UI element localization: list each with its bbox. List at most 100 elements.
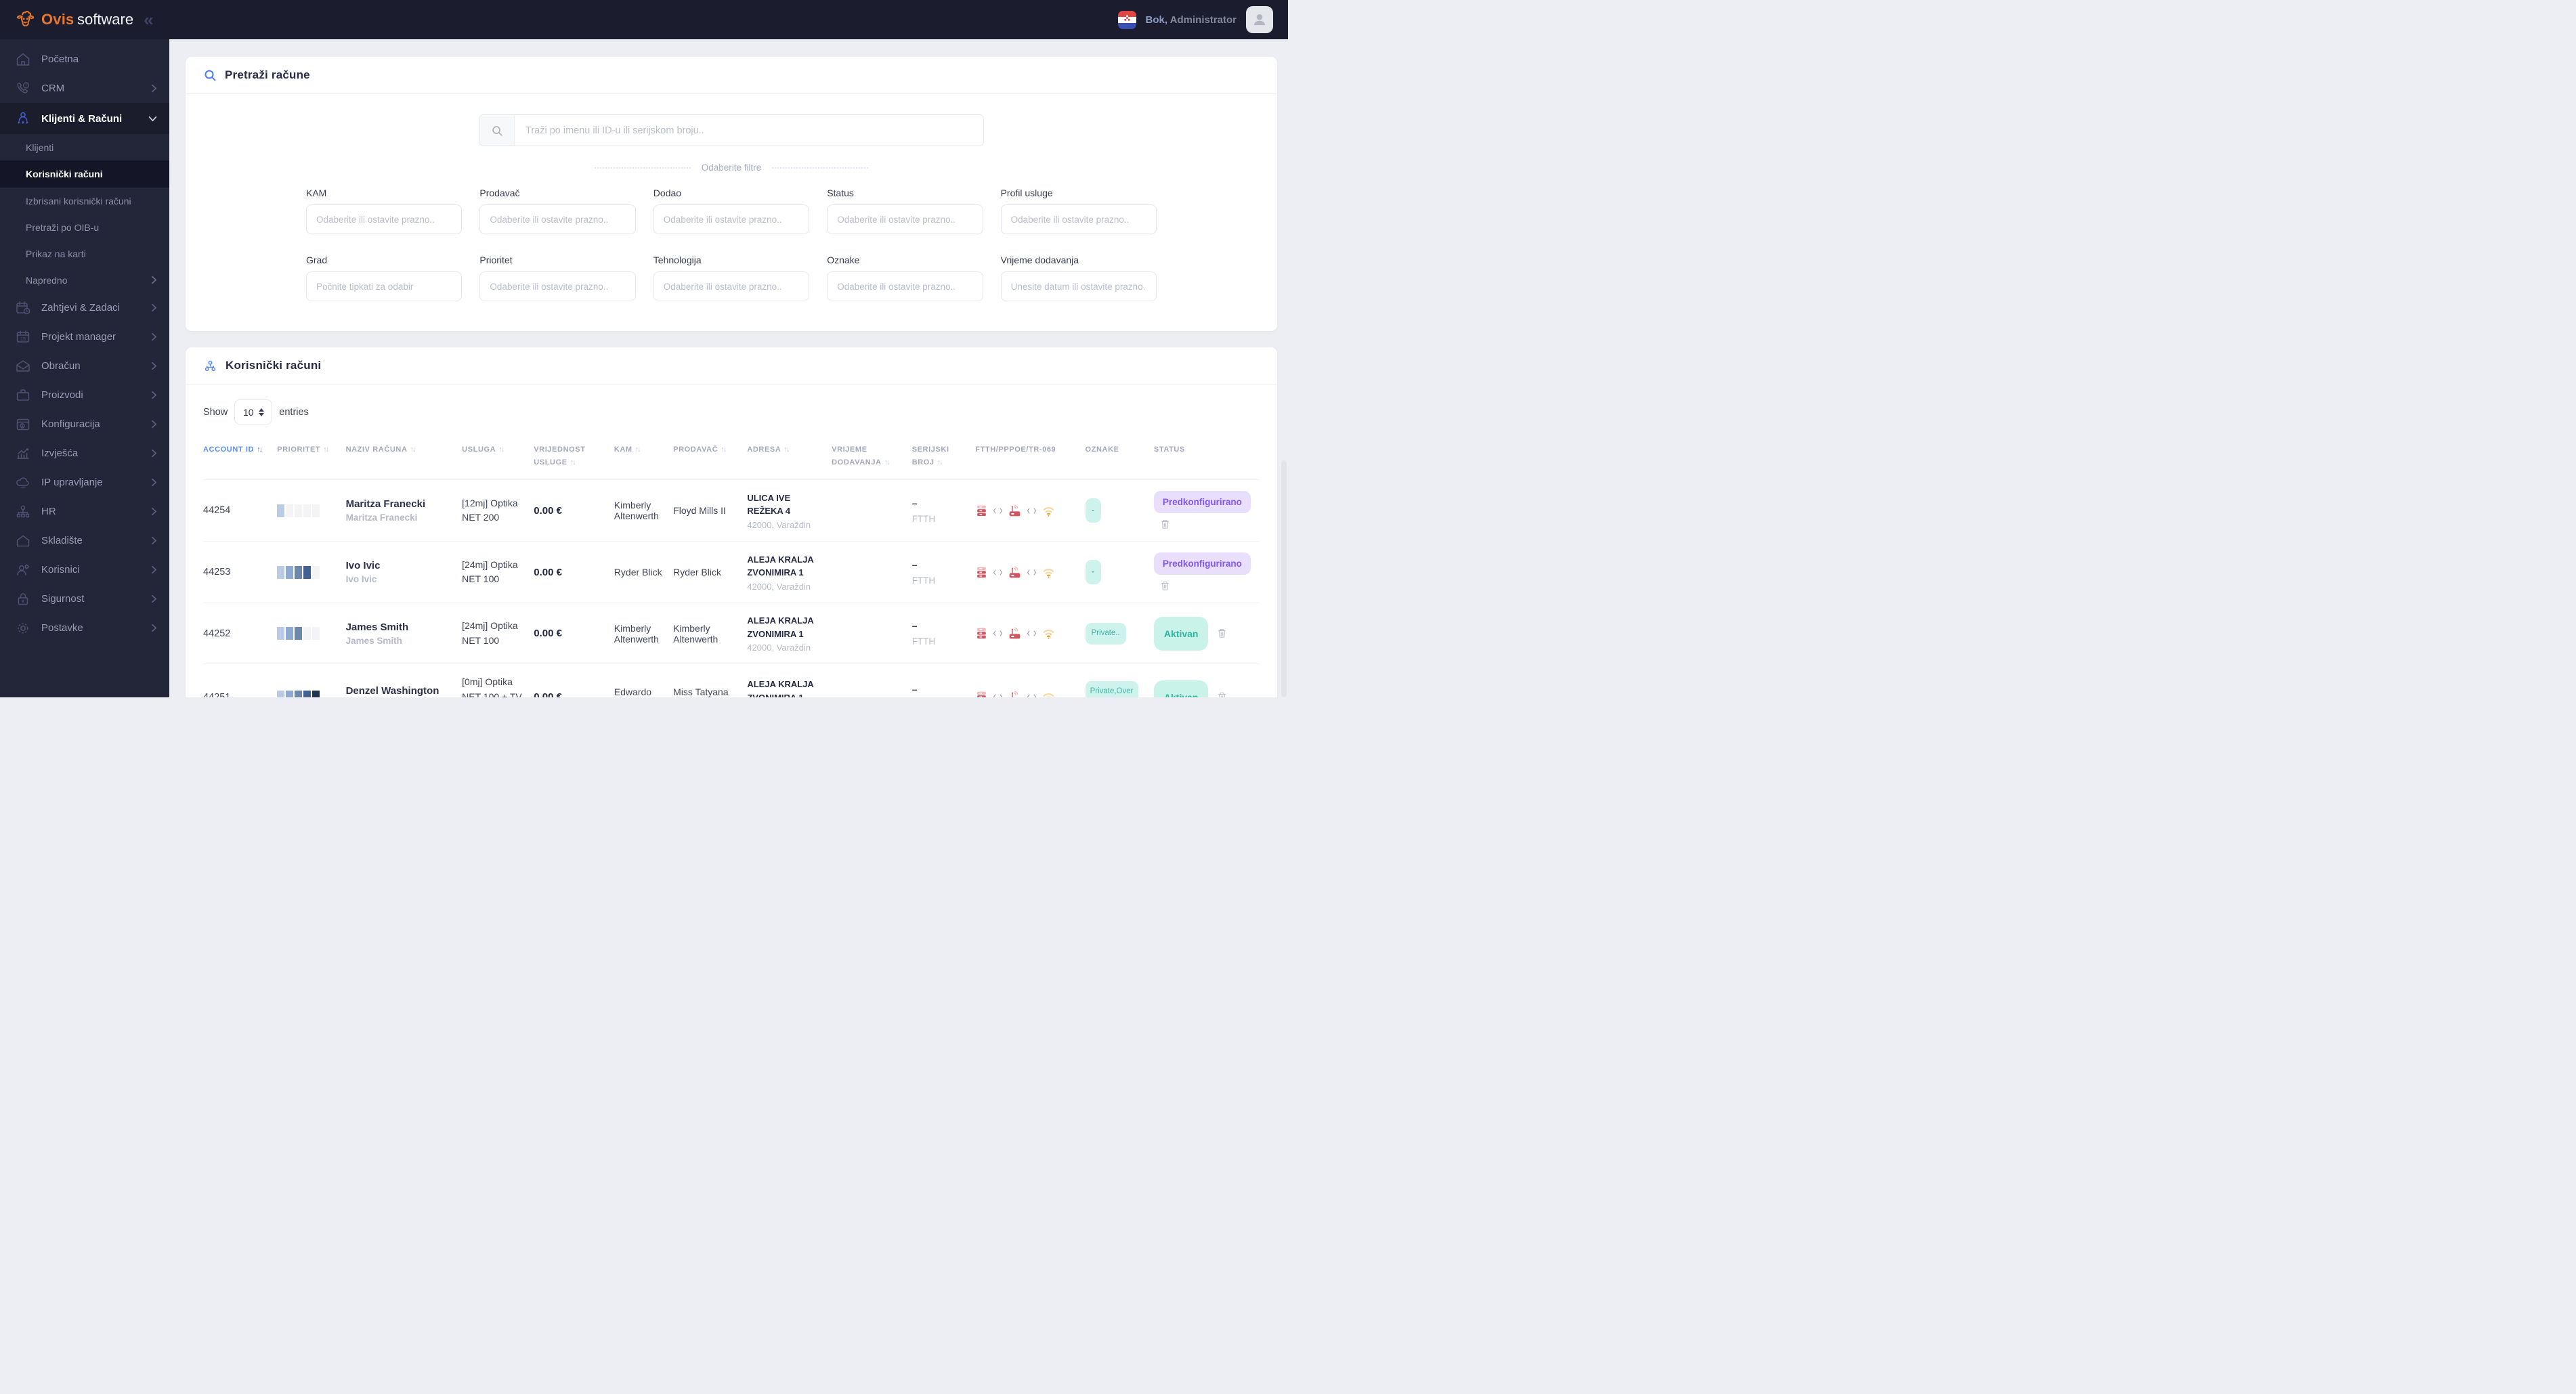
olt-icon[interactable]	[975, 504, 988, 517]
wifi-icon[interactable]	[1042, 504, 1056, 518]
filter-tehnologija-input[interactable]	[653, 271, 810, 301]
brand-logo[interactable]: Ovis software «	[15, 9, 154, 30]
account-name[interactable]: James Smith	[345, 621, 409, 633]
table-scrollbar[interactable]	[1281, 460, 1287, 697]
search-card-title: Pretraži račune	[225, 68, 310, 81]
filter-prodavac-input[interactable]	[479, 204, 636, 234]
filter-vrijeme-dodavanja-input[interactable]	[1000, 271, 1157, 301]
table-row[interactable]: 44253 Ivo Ivic Ivo Ivic [24mj] Optika NE…	[203, 541, 1260, 603]
table-row[interactable]: 44252 James Smith James Smith [24mj] Opt…	[203, 603, 1260, 664]
filter-oznake-input[interactable]	[827, 271, 983, 301]
filter-profil-usluge-input[interactable]	[1000, 204, 1157, 234]
cell-account-id: 44251	[203, 691, 231, 697]
sidebar-item-zahtjevi-zadaci[interactable]: Zahtjevi & Zadaci	[0, 293, 169, 322]
filter-prioritet-input[interactable]	[479, 271, 636, 301]
search-card-header: Pretraži račune	[186, 57, 1277, 94]
chevron-right-icon	[151, 565, 157, 574]
account-subname: Ivo Ivic	[345, 574, 377, 585]
col-prodavac[interactable]: PRODAVAČ ↑↓	[673, 445, 727, 454]
sidebar-item-napredno[interactable]: Napredno	[0, 267, 169, 293]
cell-kam: Kimberly Altenwerth	[614, 500, 659, 522]
sidebar-item-pocetna[interactable]: Početna	[0, 45, 169, 74]
sidebar-item-pretrazi-po-oib-u[interactable]: Pretraži po OIB-u	[26, 221, 100, 233]
wifi-icon[interactable]	[1042, 690, 1056, 697]
sidebar-item-postavke[interactable]: Postavke	[0, 613, 169, 642]
sort-icon: ↑↓	[884, 458, 890, 466]
sidebar-item-skladiste[interactable]: Skladište	[0, 526, 169, 555]
filter-status-input[interactable]	[827, 204, 983, 234]
router-icon[interactable]	[1008, 504, 1022, 518]
trash-icon[interactable]	[1159, 580, 1171, 592]
link-arrows-icon	[1027, 569, 1037, 575]
cell-service: [0mj] Optika NET 100 + TV + TEL	[462, 676, 522, 697]
sidebar-item-izbrisani-korisnicki-racuni[interactable]: Izbrisani korisnički računi	[26, 195, 131, 206]
sidebar-item-korisnicki-racuni[interactable]: Korisnički računi	[0, 160, 169, 188]
filter-grad-input[interactable]	[306, 271, 463, 301]
router-icon[interactable]	[1008, 626, 1022, 640]
account-name[interactable]: Denzel Washington	[345, 684, 439, 697]
olt-icon[interactable]	[975, 691, 988, 697]
sidebar-item-proizvodi[interactable]: Proizvodi	[0, 380, 169, 410]
table-row[interactable]: 44251 Denzel Washington Nels Hill [0mj] …	[203, 663, 1260, 697]
cloud-icon	[16, 477, 29, 487]
router-icon[interactable]	[1008, 565, 1022, 580]
sidebar-item-konfiguracija[interactable]: Konfiguracija	[0, 410, 169, 439]
col-prioritet[interactable]: PRIORITET ↑↓	[277, 445, 329, 454]
filter-label: Vrijeme dodavanja	[1000, 255, 1079, 265]
col-vrijednost-usluge[interactable]: VRIJEDNOST USLUGE ↑↓	[534, 445, 586, 466]
filter-kam-input[interactable]	[306, 204, 463, 234]
sidebar-item-sigurnost[interactable]: Sigurnost	[0, 584, 169, 613]
col-vrijeme-dodavanja[interactable]: VRIJEME DODAVANJA ↑↓	[832, 445, 890, 466]
col-usluga[interactable]: USLUGA ↑↓	[462, 445, 505, 454]
page-size-row: Show 10 entries	[203, 399, 1260, 424]
page-size-select[interactable]: 10	[234, 399, 273, 424]
entries-label: entries	[279, 406, 309, 418]
tag-badge: Private,Over $1..	[1085, 680, 1138, 697]
filters-divider-label: Odaberite filtre	[701, 162, 762, 173]
cell-account-id: 44254	[203, 505, 231, 517]
wifi-icon[interactable]	[1042, 626, 1056, 640]
avatar[interactable]	[1246, 6, 1273, 33]
filter-label: Profil usluge	[1000, 188, 1053, 198]
sidebar-item-izvjesca[interactable]: Izvješća	[0, 439, 169, 468]
filters-grid: KAM Prodavač Dodao Status Profil usluge	[306, 188, 1157, 331]
tag-badge: -	[1085, 498, 1101, 523]
col-adresa[interactable]: ADRESA ↑↓	[747, 445, 790, 454]
sidebar-item-obracun[interactable]: Obračun	[0, 351, 169, 380]
col-serijski-broj[interactable]: SERIJSKI BROJ ↑↓	[911, 445, 949, 466]
home-icon	[16, 53, 30, 66]
link-arrows-icon	[993, 569, 1003, 575]
trash-icon[interactable]	[1216, 628, 1228, 639]
cell-value: 0.00 €	[534, 628, 562, 640]
col-naziv-racuna[interactable]: NAZIV RAČUNA ↑↓	[345, 445, 416, 454]
sidebar-item-ip-upravljanje[interactable]: IP upravljanje	[0, 468, 169, 497]
sidebar-item-korisnici[interactable]: Korisnici	[0, 555, 169, 584]
sidebar-item-klijenti[interactable]: Klijenti	[26, 141, 54, 153]
account-name[interactable]: Ivo Ivic	[345, 560, 381, 572]
filter-label: Prodavač	[479, 188, 520, 198]
sort-icon: ↑↓	[257, 445, 263, 454]
wifi-icon[interactable]	[1042, 565, 1056, 580]
olt-icon[interactable]	[975, 627, 988, 640]
sidebar-item-crm[interactable]: CRM	[0, 74, 169, 103]
brand-ovis: Ovis	[41, 11, 74, 28]
search-input[interactable]	[515, 115, 983, 146]
trash-icon[interactable]	[1159, 519, 1171, 530]
col-kam[interactable]: KAM ↑↓	[614, 445, 641, 454]
col-account-id[interactable]: ACCOUNT ID ↑↓	[203, 445, 263, 454]
filter-label: Oznake	[827, 255, 860, 265]
croatia-flag-icon[interactable]	[1117, 10, 1136, 29]
sidebar-collapse-icon[interactable]: «	[144, 9, 154, 30]
cell-tech: FTTH	[911, 575, 936, 586]
filter-dodao-input[interactable]	[653, 204, 810, 234]
olt-icon[interactable]	[975, 566, 988, 579]
app-root: Ovis software « Bok, Administrator Počet…	[0, 0, 1288, 697]
sidebar-item-klijenti-racuni[interactable]: Klijenti & Računi	[0, 103, 169, 134]
sidebar-item-projekt-manager[interactable]: Projekt manager	[0, 322, 169, 351]
router-icon[interactable]	[1008, 690, 1022, 697]
account-name[interactable]: Maritza Franecki	[345, 498, 426, 510]
sidebar-item-hr[interactable]: HR	[0, 497, 169, 526]
table-row[interactable]: 44254 Maritza Franecki Maritza Franecki …	[203, 479, 1260, 542]
sidebar-item-prikaz-na-karti[interactable]: Prikaz na karti	[26, 248, 86, 259]
trash-icon[interactable]	[1216, 691, 1228, 697]
